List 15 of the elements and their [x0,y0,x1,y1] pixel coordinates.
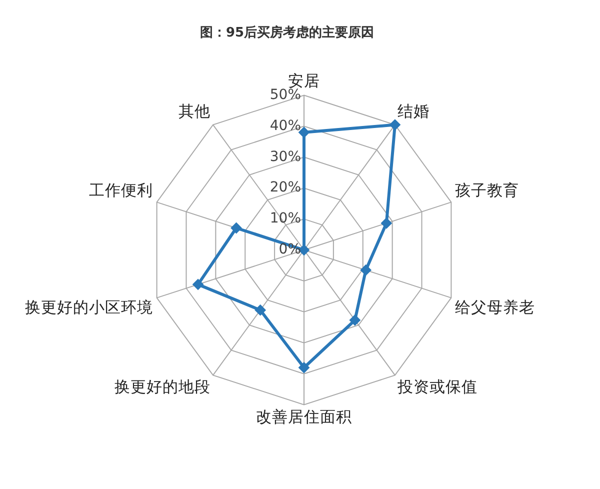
spoke-label: 其他 [178,102,211,120]
spoke-label: 改善居住面积 [256,408,352,426]
chart-title: 图：95后买房考虑的主要原因 [200,24,374,40]
spoke-label: 结婚 [397,102,430,120]
spoke-label: 换更好的地段 [114,378,211,396]
spoke-label: 给父母养老 [455,298,535,316]
y-tick-label: 10% [270,210,301,227]
spoke-label: 换更好的小区环境 [25,298,153,316]
spoke-label: 工作便利 [89,182,153,200]
y-tick-label: 20% [270,180,301,196]
y-tick-label: 40% [270,118,301,134]
y-tick-label: 30% [270,148,301,165]
spoke-label: 孩子教育 [455,182,519,200]
y-tick-label: 0% [278,242,301,258]
spoke-label: 投资或保值 [396,378,478,396]
